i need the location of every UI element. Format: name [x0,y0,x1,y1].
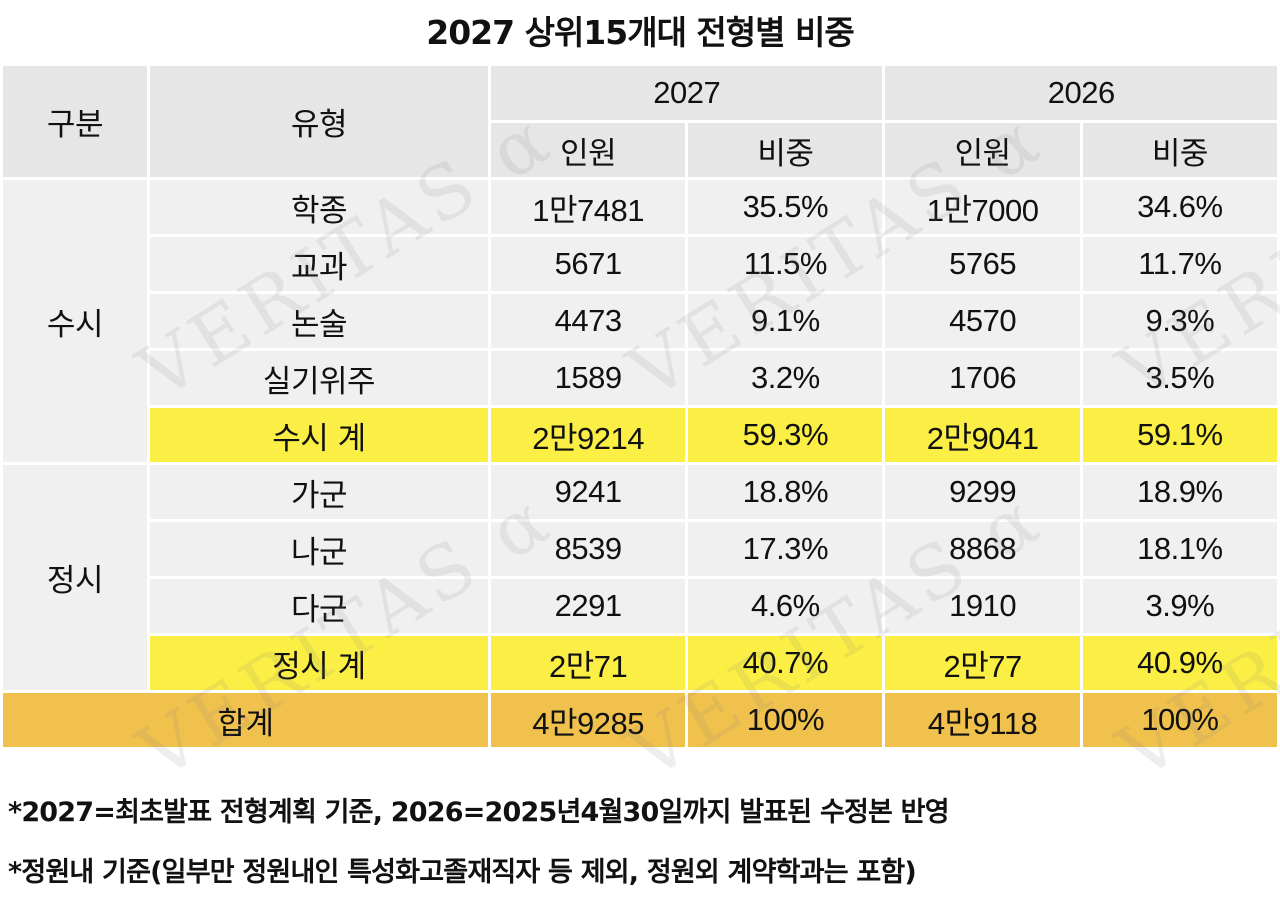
share-2026: 59.1% [1082,408,1277,462]
count-2026: 5765 [885,237,1080,291]
share-2027: 3.2% [688,351,883,405]
share-2027: 17.3% [688,522,883,576]
share-2027: 35.5% [688,180,883,234]
count-2026: 1만7000 [885,180,1080,234]
row-type: 교과 [149,237,489,291]
row-type: 수시 계 [149,408,489,462]
header-count-2026: 인원 [885,123,1080,177]
row-type: 실기위주 [149,351,489,405]
header-share-2027: 비중 [688,123,883,177]
row-type: 다군 [149,579,489,633]
share-2027: 59.3% [688,408,883,462]
header-category: 구분 [3,66,147,177]
count-2026: 4만9118 [885,693,1080,747]
count-2026: 1910 [885,579,1080,633]
table-row: 나군 8539 17.3% 8868 18.1% [3,522,1277,576]
table-row: 교과 5671 11.5% 5765 11.7% [3,237,1277,291]
count-2027: 1589 [491,351,686,405]
count-2026: 4570 [885,294,1080,348]
count-2026: 1706 [885,351,1080,405]
count-2027: 1만7481 [491,180,686,234]
share-2027: 11.5% [688,237,883,291]
row-type: 정시 계 [149,636,489,690]
row-type: 논술 [149,294,489,348]
total-label: 합계 [3,693,489,747]
share-2026: 18.9% [1082,465,1277,519]
row-type: 학종 [149,180,489,234]
share-2026: 11.7% [1082,237,1277,291]
admission-share-table: 구분 유형 2027 2026 인원 비중 인원 비중 수시 학종 1만7481… [0,63,1280,750]
table-row: 실기위주 1589 3.2% 1706 3.5% [3,351,1277,405]
count-2027: 8539 [491,522,686,576]
group-label-susi: 수시 [3,180,147,462]
share-2026: 9.3% [1082,294,1277,348]
share-2026: 100% [1082,693,1277,747]
share-2026: 40.9% [1082,636,1277,690]
count-2026: 2만77 [885,636,1080,690]
share-2026: 3.5% [1082,351,1277,405]
count-2026: 2만9041 [885,408,1080,462]
count-2027: 5671 [491,237,686,291]
table-row: 논술 4473 9.1% 4570 9.3% [3,294,1277,348]
table-row: 수시 학종 1만7481 35.5% 1만7000 34.6% [3,180,1277,462]
table-row: 다군 2291 4.6% 1910 3.9% [3,579,1277,633]
share-2027: 4.6% [688,579,883,633]
count-2027: 2291 [491,579,686,633]
share-2026: 34.6% [1082,180,1277,234]
header-share-2026: 비중 [1082,123,1277,177]
header-count-2027: 인원 [491,123,686,177]
footnote-scope: *정원내 기준(일부만 정원내인 특성화고졸재직자 등 제외, 정원외 계약학과… [8,857,917,888]
subtotal-row-jeongsi: 정시 계 2만71 40.7% 2만77 40.9% [3,636,1277,690]
count-2027: 9241 [491,465,686,519]
table-row: 정시 가군 9241 18.8% 9299 18.9% [3,465,1277,690]
share-2027: 100% [688,693,883,747]
header-year-2027: 2027 [491,66,883,120]
row-type: 나군 [149,522,489,576]
group-label-jeongsi: 정시 [3,465,147,690]
row-type: 가군 [149,465,489,519]
footnote-basis: *2027=최초발표 전형계획 기준, 2026=2025년4월30일까지 발표… [8,797,950,828]
count-2027: 4473 [491,294,686,348]
header-year-2026: 2026 [885,66,1277,120]
header-type: 유형 [149,66,489,177]
share-2026: 18.1% [1082,522,1277,576]
table-title: 2027 상위15개대 전형별 비중 [426,13,854,52]
count-2026: 9299 [885,465,1080,519]
header-row-metrics: 인원 비중 인원 비중 [3,123,1277,177]
share-2026: 3.9% [1082,579,1277,633]
count-2027: 2만9214 [491,408,686,462]
count-2026: 8868 [885,522,1080,576]
count-2027: 2만71 [491,636,686,690]
share-2027: 18.8% [688,465,883,519]
header-row-years: 구분 유형 2027 2026 [3,66,1277,177]
total-row: 합계 4만9285 100% 4만9118 100% [3,693,1277,747]
share-2027: 40.7% [688,636,883,690]
share-2027: 9.1% [688,294,883,348]
subtotal-row-susi: 수시 계 2만9214 59.3% 2만9041 59.1% [3,408,1277,462]
count-2027: 4만9285 [491,693,686,747]
